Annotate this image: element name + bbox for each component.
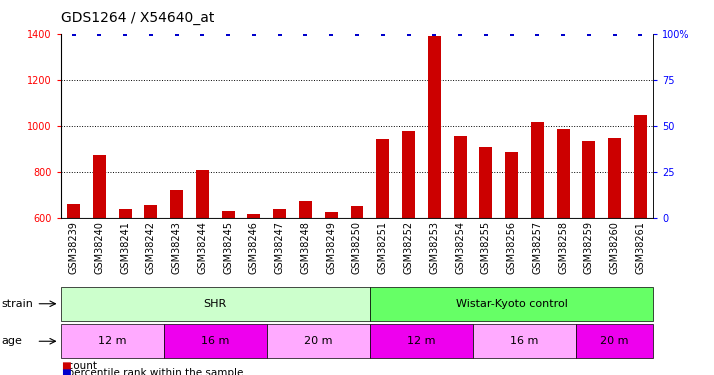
Bar: [428, 36, 441, 218]
Text: strain: strain: [1, 299, 34, 309]
Point: [68, 31, 79, 37]
Bar: [196, 170, 208, 217]
Text: percentile rank within the sample: percentile rank within the sample: [61, 368, 243, 375]
Text: SHR: SHR: [203, 299, 227, 309]
Text: 12 m: 12 m: [407, 336, 436, 346]
Text: GSM38259: GSM38259: [584, 221, 594, 274]
Point: [558, 31, 569, 37]
Text: ■: ■: [61, 361, 71, 370]
Text: age: age: [1, 336, 22, 346]
Bar: [376, 140, 389, 218]
Bar: [325, 212, 338, 217]
Bar: [248, 214, 261, 217]
Text: Wistar-Kyoto control: Wistar-Kyoto control: [456, 299, 568, 309]
Point: [171, 31, 182, 37]
Text: 20 m: 20 m: [304, 336, 333, 346]
Bar: [634, 115, 647, 218]
Text: GSM38257: GSM38257: [533, 221, 543, 274]
Point: [223, 31, 234, 37]
Bar: [557, 129, 570, 218]
Text: GSM38241: GSM38241: [120, 221, 130, 274]
Bar: [608, 138, 621, 218]
Point: [274, 31, 286, 37]
Text: GSM38246: GSM38246: [249, 221, 259, 274]
Point: [94, 31, 105, 37]
Text: GSM38252: GSM38252: [403, 221, 413, 274]
Text: GSM38244: GSM38244: [197, 221, 207, 274]
Bar: [453, 136, 466, 218]
Text: GSM38260: GSM38260: [610, 221, 620, 274]
Bar: [402, 131, 415, 218]
Point: [428, 31, 440, 37]
Point: [351, 31, 363, 37]
Bar: [351, 206, 363, 218]
Text: count: count: [61, 361, 96, 370]
Text: GSM38239: GSM38239: [69, 221, 79, 274]
Point: [196, 31, 208, 37]
Bar: [144, 205, 157, 218]
Text: 20 m: 20 m: [600, 336, 629, 346]
Bar: [505, 152, 518, 217]
Point: [377, 31, 388, 37]
Point: [454, 31, 466, 37]
Bar: [531, 122, 544, 218]
Text: 16 m: 16 m: [511, 336, 538, 346]
Text: 12 m: 12 m: [98, 336, 126, 346]
Bar: [119, 210, 131, 218]
Bar: [479, 147, 492, 218]
Text: ■: ■: [61, 368, 71, 375]
Text: GSM38243: GSM38243: [171, 221, 181, 274]
Text: GSM38249: GSM38249: [326, 221, 336, 274]
Bar: [170, 190, 183, 217]
Text: GSM38242: GSM38242: [146, 221, 156, 274]
Bar: [583, 141, 595, 218]
Point: [248, 31, 260, 37]
Text: GSM38248: GSM38248: [301, 221, 311, 274]
Text: GSM38255: GSM38255: [481, 221, 491, 274]
Bar: [67, 204, 80, 218]
Text: GSM38247: GSM38247: [275, 221, 285, 274]
Point: [403, 31, 414, 37]
Text: GSM38261: GSM38261: [635, 221, 645, 274]
Point: [635, 31, 646, 37]
Point: [583, 31, 595, 37]
Text: GSM38253: GSM38253: [429, 221, 439, 274]
Bar: [93, 156, 106, 218]
Text: GSM38245: GSM38245: [223, 221, 233, 274]
Point: [145, 31, 156, 37]
Point: [300, 31, 311, 37]
Point: [532, 31, 543, 37]
Text: 16 m: 16 m: [201, 336, 229, 346]
Point: [326, 31, 337, 37]
Point: [506, 31, 518, 37]
Point: [119, 31, 131, 37]
Text: GSM38250: GSM38250: [352, 221, 362, 274]
Point: [609, 31, 620, 37]
Point: [480, 31, 491, 37]
Text: GSM38258: GSM38258: [558, 221, 568, 274]
Text: GSM38254: GSM38254: [455, 221, 465, 274]
Bar: [222, 211, 235, 218]
Text: GDS1264 / X54640_at: GDS1264 / X54640_at: [61, 11, 214, 25]
Bar: [273, 210, 286, 218]
Text: GSM38240: GSM38240: [94, 221, 104, 274]
Bar: [299, 201, 312, 217]
Text: GSM38256: GSM38256: [507, 221, 517, 274]
Text: GSM38251: GSM38251: [378, 221, 388, 274]
